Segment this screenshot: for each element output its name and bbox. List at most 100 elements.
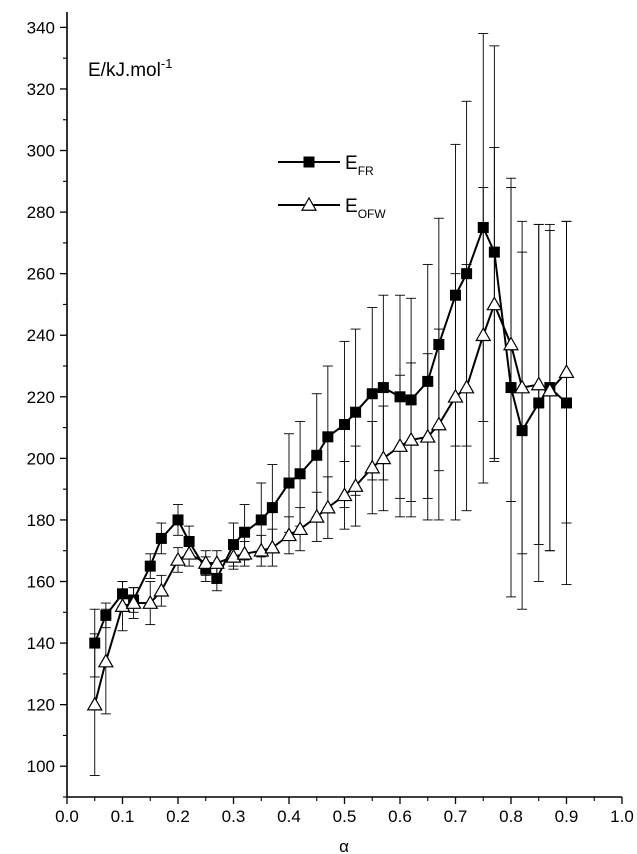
data-point-ofw — [125, 594, 142, 609]
x-tick-label: 0.4 — [277, 807, 301, 826]
data-point-ofw — [319, 499, 336, 514]
x-tick-label: 0.3 — [222, 807, 246, 826]
data-point-ofw — [364, 459, 381, 474]
data-point-ofw — [292, 520, 309, 536]
data-point-fr — [294, 468, 306, 480]
data-point-ofw — [336, 487, 353, 502]
data-point-fr — [322, 431, 334, 443]
y-tick-label: 140 — [27, 634, 55, 653]
data-point-ofw — [502, 336, 520, 351]
x-tick-label: 0.5 — [333, 807, 357, 826]
data-point-fr — [100, 609, 112, 621]
data-point-fr — [239, 526, 251, 538]
data-point-fr — [461, 268, 473, 280]
legend-label-base: E — [345, 153, 358, 174]
data-point-fr — [377, 382, 389, 394]
y-tick-label: 120 — [27, 696, 55, 715]
data-point-fr — [433, 338, 445, 350]
data-point-fr — [394, 391, 406, 403]
legend-label-subscript: FR — [358, 164, 374, 178]
data-point-ofw — [153, 582, 170, 597]
data-point-fr — [366, 388, 378, 400]
y-tick-label: 100 — [27, 757, 55, 776]
data-point-fr — [450, 289, 461, 301]
data-point-ofw — [181, 545, 198, 560]
y-tick-label: 300 — [27, 142, 55, 161]
legend-item-ofw: EOFW — [278, 196, 386, 221]
data-point-ofw — [142, 594, 159, 609]
y-axis-label: E/kJ.mol-1 — [88, 56, 172, 81]
data-point-fr — [200, 563, 212, 575]
data-point-fr — [228, 539, 239, 551]
data-point-ofw — [208, 554, 225, 569]
data-point-fr — [505, 382, 517, 394]
y-tick-label: 340 — [27, 18, 55, 37]
legend-marker — [300, 196, 318, 211]
data-point-ofw — [530, 376, 547, 391]
x-tick-label: 0.9 — [555, 807, 579, 826]
data-point-fr — [172, 514, 184, 526]
data-point-fr — [155, 532, 167, 544]
legend-label-base: E — [345, 196, 358, 217]
data-point-ofw — [197, 554, 214, 569]
axes: 0.0 0.1 0.2 0.3 0.4 0.5 0.6 0.7 0.8 0.9 1.0 100 120 1… — [27, 12, 634, 826]
data-point-ofw — [430, 416, 447, 431]
data-point-fr — [516, 425, 528, 437]
x-tick-label: 0.1 — [111, 807, 135, 826]
data-point-fr — [350, 406, 362, 418]
data-point-fr — [477, 221, 489, 233]
x-tick-label: 0.7 — [444, 807, 468, 826]
data-point-ofw — [264, 539, 281, 554]
error-bars — [89, 33, 572, 776]
x-tick-label: 0.8 — [499, 807, 523, 826]
data-point-ofw — [236, 545, 253, 560]
y-axis-label-base: E/kJ.mol — [88, 60, 161, 81]
data-point-fr — [311, 449, 323, 461]
y-tick-label: 200 — [27, 449, 55, 468]
data-point-ofw — [458, 379, 475, 394]
data-point-fr — [488, 246, 500, 258]
data-point-ofw — [86, 696, 103, 711]
x-tick-label: 0.0 — [55, 807, 79, 826]
data-point-fr — [422, 375, 434, 387]
x-axis-label: α — [339, 837, 349, 854]
x-tick-label: 0.6 — [388, 807, 412, 826]
data-point-ofw — [541, 382, 558, 397]
data-point-ofw — [419, 428, 436, 443]
data-point-ofw — [97, 653, 114, 668]
legend-label-subscript: OFW — [358, 207, 387, 221]
y-tick-label: 160 — [27, 573, 55, 592]
series-markers — [86, 221, 575, 711]
y-tick-label: 260 — [27, 265, 55, 284]
y-tick-label: 220 — [27, 388, 55, 407]
data-point-ofw — [447, 388, 464, 403]
data-point-fr — [211, 572, 223, 584]
y-tick-label: 280 — [27, 203, 55, 222]
data-point-ofw — [347, 477, 364, 492]
data-point-fr — [339, 419, 350, 431]
data-point-ofw — [486, 296, 503, 311]
x-tick-label: 1.0 — [610, 807, 634, 826]
data-point-ofw — [558, 363, 575, 379]
data-point-fr — [561, 397, 572, 409]
data-point-fr — [183, 535, 195, 547]
data-point-ofw — [403, 431, 420, 446]
data-point-fr — [117, 588, 128, 600]
data-point-fr — [533, 397, 545, 409]
legend-item-fr: EFR — [278, 153, 374, 178]
data-point-fr — [405, 394, 417, 406]
data-point-ofw — [375, 450, 392, 465]
y-tick-label: 320 — [27, 80, 55, 99]
y-axis-label-exponent: -1 — [161, 56, 173, 71]
y-tick-label: 240 — [27, 326, 55, 345]
legend-label: EFR — [345, 153, 374, 178]
x-tick-label: 0.2 — [166, 807, 190, 826]
data-point-fr — [144, 560, 156, 572]
data-point-fr — [255, 514, 267, 526]
legend-label: EOFW — [345, 196, 386, 221]
data-point-fr — [89, 637, 101, 649]
legend-marker — [303, 156, 315, 168]
data-point-fr — [283, 477, 295, 489]
